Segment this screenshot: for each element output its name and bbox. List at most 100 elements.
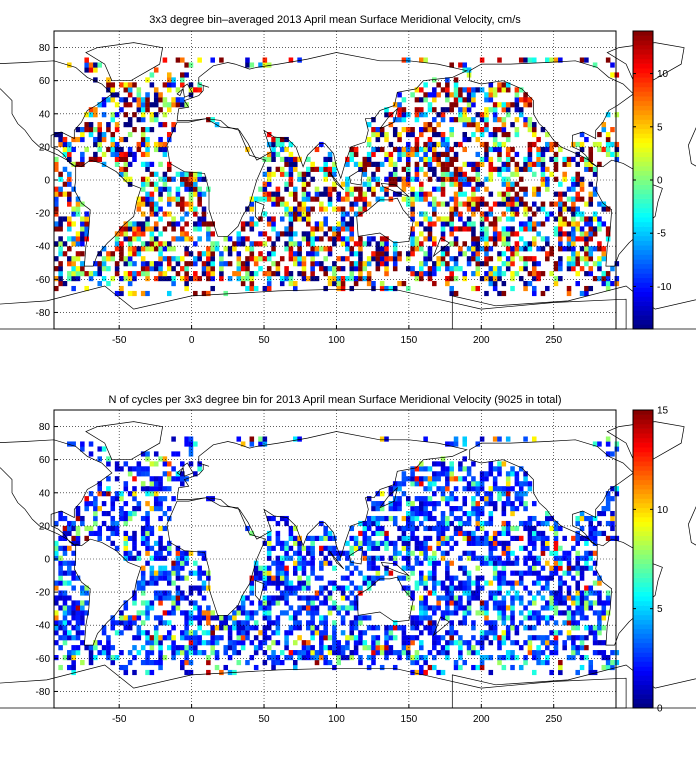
bin-cell: [306, 560, 311, 566]
bin-cell: [588, 520, 594, 527]
bin-cell: [505, 481, 511, 487]
bin-cell: [180, 256, 185, 262]
bin-cell: [527, 520, 533, 527]
bin-cell: [214, 241, 220, 247]
bin-cell: [136, 615, 142, 621]
bin-cell: [440, 176, 446, 182]
bin-cell: [427, 525, 433, 532]
bin-cell: [188, 236, 194, 242]
bin-cell: [171, 610, 176, 616]
y-tick-label: 60: [39, 76, 51, 87]
bin-cell: [197, 276, 202, 282]
bin-cell: [449, 625, 454, 631]
bin-cell: [531, 615, 537, 621]
bin-cell: [484, 560, 489, 566]
bin-cell: [384, 630, 389, 636]
bin-cell: [405, 161, 411, 167]
bin-cell: [340, 605, 346, 611]
bin-cell: [184, 555, 189, 561]
bin-cell: [423, 555, 428, 561]
bin-cell: [497, 57, 502, 63]
bin-cell: [127, 161, 133, 167]
bin-cell: [171, 466, 176, 472]
bin-cell: [392, 241, 398, 247]
bin-cell: [349, 271, 355, 277]
bin-cell: [432, 471, 437, 477]
bin-cell: [549, 271, 554, 277]
bin-cell: [310, 261, 315, 267]
bin-cell: [575, 570, 580, 576]
bin-cell: [531, 271, 537, 277]
bin-cell: [136, 221, 142, 227]
bin-cell: [392, 620, 398, 626]
bin-cell: [488, 206, 494, 212]
colorbar-swatch: [633, 489, 653, 495]
bin-cell: [588, 256, 594, 262]
bin-cell: [492, 136, 498, 143]
bin-cell: [180, 206, 185, 212]
x-tick-label: 50: [258, 714, 270, 725]
bin-cell: [558, 585, 563, 591]
bin-cell: [419, 580, 424, 586]
bin-cell: [266, 595, 272, 601]
bin-cell: [484, 655, 489, 661]
bin-cell: [514, 630, 520, 636]
bin-cell: [475, 565, 481, 571]
bin-cell: [588, 605, 594, 611]
colorbar-swatch: [633, 100, 653, 106]
bin-cell: [114, 496, 120, 502]
bin-cell: [392, 146, 398, 153]
bin-cell: [166, 290, 172, 297]
bin-cell: [253, 664, 259, 671]
bin-cell: [471, 510, 476, 517]
bin-cell: [527, 221, 533, 227]
bin-cell: [358, 640, 363, 646]
bin-cell: [180, 610, 185, 616]
bin-cell: [584, 515, 589, 522]
bin-cell: [353, 211, 359, 217]
bin-cell: [340, 620, 346, 626]
colorbar-swatch: [633, 624, 653, 630]
bin-cell: [349, 655, 355, 661]
bin-cell: [114, 520, 120, 527]
bin-cell: [166, 191, 172, 197]
bin-cell: [184, 655, 189, 661]
bin-cell: [140, 161, 146, 167]
bin-cell: [419, 605, 424, 611]
bin-cell: [414, 535, 420, 541]
y-tick-label: 60: [39, 455, 51, 466]
bin-cell: [232, 271, 237, 277]
bin-cell: [540, 201, 546, 207]
bin-cell: [310, 635, 315, 641]
bin-cell: [75, 540, 81, 546]
bin-cell: [171, 600, 176, 606]
bin-cell: [401, 127, 407, 133]
bin-cell: [575, 206, 580, 212]
bin-cell: [597, 226, 602, 232]
bin-cell: [558, 261, 563, 267]
bottom-chart-title: N of cycles per 3x3 degree bin for 2013 …: [108, 394, 562, 406]
bin-cell: [479, 201, 485, 207]
bin-cell: [127, 471, 133, 477]
colorbar-swatch: [633, 235, 653, 241]
bin-cell: [158, 620, 163, 626]
bin-cell: [127, 280, 133, 287]
bin-cell: [392, 127, 398, 133]
bin-cell: [332, 550, 337, 556]
bin-cell: [488, 471, 494, 477]
bin-cell: [497, 655, 502, 661]
bin-cell: [471, 580, 476, 586]
bin-cell: [449, 211, 454, 217]
bin-cell: [397, 256, 402, 262]
bin-cell: [166, 620, 172, 626]
bin-cell: [523, 156, 528, 162]
bin-cell: [458, 600, 463, 606]
bin-cell: [371, 659, 376, 666]
bin-cell: [488, 466, 494, 472]
bin-cell: [479, 655, 485, 661]
bin-cell: [458, 201, 463, 207]
bin-cell: [475, 171, 481, 177]
bin-cell: [80, 161, 85, 167]
bin-cell: [162, 471, 168, 477]
bin-cell: [62, 545, 68, 551]
